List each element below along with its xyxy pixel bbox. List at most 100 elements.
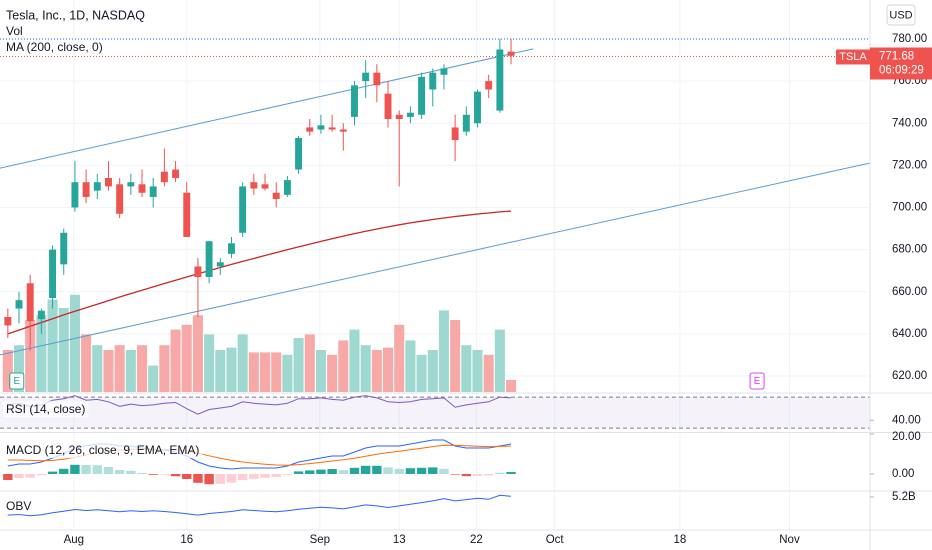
candle-body: [15, 300, 23, 309]
legend-obv: OBV: [6, 499, 31, 513]
candle-body: [105, 177, 112, 187]
legend-rsi: RSI (14, close): [6, 402, 85, 416]
macd-histogram: [14, 474, 24, 478]
volume-bar: [25, 320, 36, 392]
x-tick-label: 18: [673, 534, 686, 546]
macd-histogram: [305, 470, 315, 474]
volume-bar: [36, 315, 47, 392]
macd-histogram: [47, 471, 58, 474]
macd-histogram: [260, 474, 270, 478]
currency[interactable]: USD: [889, 9, 912, 21]
macd-histogram: [159, 474, 170, 475]
legend-obv-bg: [3, 498, 35, 515]
macd-histogram: [126, 470, 136, 474]
candle-body: [328, 127, 336, 130]
y-tick-label: 660.00: [892, 286, 927, 298]
volume-bar: [315, 350, 326, 392]
macd-histogram: [394, 468, 404, 474]
candle-body: [71, 182, 79, 208]
candle-body: [418, 76, 426, 115]
trendline: [0, 162, 871, 356]
volume-bar: [226, 347, 237, 392]
x-tick-label: 16: [180, 534, 193, 546]
macd-histogram: [70, 464, 80, 474]
y-tick-label: 620.00: [892, 370, 927, 382]
volume-bar: [69, 294, 80, 392]
volume-bar: [383, 347, 394, 392]
candle-body: [194, 266, 202, 277]
macd-histogram: [282, 474, 293, 475]
last-price-label: 771.68: [879, 51, 914, 63]
macd-histogram: [349, 467, 360, 474]
candle-body: [116, 184, 124, 214]
candle-body: [149, 186, 157, 197]
volume-bar: [483, 354, 494, 392]
candle-body: [250, 182, 258, 189]
macd-histogram: [483, 474, 494, 476]
currency-button[interactable]: [886, 4, 916, 26]
legend-volume: Vol: [6, 24, 23, 38]
candle-body: [49, 249, 57, 299]
candle-body: [172, 169, 180, 178]
macd-histogram: [25, 474, 35, 478]
macd-histogram: [461, 474, 472, 477]
candle-body: [4, 317, 12, 326]
candle-body: [362, 72, 370, 82]
volume-bar: [427, 350, 438, 392]
candle-body: [507, 51, 515, 56]
macd-histogram: [338, 470, 348, 474]
candle-body: [60, 232, 68, 265]
obv-tick-label: 5.2B: [892, 491, 916, 503]
volume-bar: [461, 345, 472, 392]
volume-bar: [394, 324, 405, 392]
macd-histogram: [405, 468, 416, 474]
y-tick-label: 780.00: [892, 33, 927, 45]
macd-histogram: [372, 465, 382, 474]
macd-histogram: [226, 474, 237, 483]
macd-histogram: [36, 474, 47, 476]
candle-body: [205, 241, 213, 277]
volume-bar: [58, 308, 69, 392]
chart-title: Tesla, Inc., 1D, NASDAQ: [6, 8, 145, 22]
volume-bar: [204, 334, 215, 392]
volume-bar: [438, 310, 449, 392]
volume-bar: [271, 352, 282, 392]
macd-histogram: [92, 465, 102, 474]
candle-body: [339, 129, 347, 132]
candle-body: [406, 112, 414, 117]
volume-bar: [327, 354, 338, 392]
event-label: E: [754, 376, 761, 387]
candle-body: [451, 127, 459, 141]
candle-body: [317, 125, 325, 130]
volume-bar: [405, 340, 416, 392]
macd-histogram: [3, 474, 13, 480]
rsi-tick-label: 40.00: [892, 414, 921, 426]
macd-histogram: [428, 467, 438, 474]
volume-bar: [248, 352, 259, 392]
macd-histogram: [316, 469, 326, 474]
macd-histogram: [416, 467, 427, 474]
candle-body: [160, 171, 168, 183]
volume-bar: [192, 315, 203, 392]
candle-body: [429, 72, 437, 90]
volume-bar: [304, 334, 315, 392]
macd-histogram: [59, 468, 69, 474]
volume-bar: [81, 334, 92, 392]
candle-body: [474, 91, 481, 124]
legend-ma: MA (200, close, 0): [6, 40, 103, 54]
volume-bar: [159, 345, 170, 392]
legend-rsi-bg: [3, 401, 89, 418]
macd-histogram: [215, 474, 225, 484]
candle-body: [395, 114, 403, 120]
rsi-line: [7, 395, 512, 415]
volume-bar: [2, 350, 13, 392]
legend-macd: MACD (12, 26, close, 9, EMA, EMA): [6, 443, 199, 457]
ma-line: [7, 210, 512, 335]
macd-histogram: [439, 468, 449, 474]
candle-body: [82, 182, 90, 197]
macd-histogram: [81, 465, 91, 474]
macd-histogram: [148, 474, 158, 475]
candle-body: [351, 85, 358, 117]
